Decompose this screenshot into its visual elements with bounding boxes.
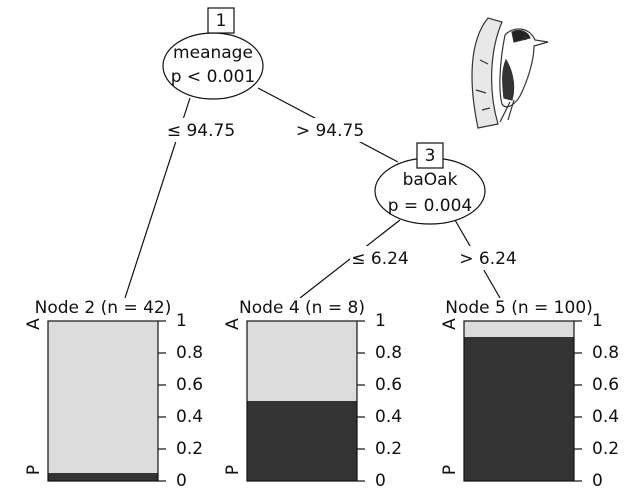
class-label: A: [223, 318, 243, 330]
tick-label: 0.8: [176, 343, 203, 363]
edge-label: ≤ 6.24: [351, 249, 409, 269]
panel-title: Node 2 (n = 42): [35, 298, 172, 318]
class-label: P: [24, 465, 44, 475]
panel-title: Node 5 (n = 100): [445, 298, 593, 318]
tick-label: 0.2: [375, 439, 402, 459]
tick-label: 0.6: [176, 375, 203, 395]
bar-segment-p: [464, 337, 574, 481]
bar-segment-a: [464, 321, 574, 337]
tick-label: 1: [375, 311, 386, 331]
edge-label: ≤ 94.75: [167, 121, 235, 141]
node-id: 3: [425, 146, 436, 166]
tick-label: 1: [176, 311, 187, 331]
tick-label: 0.4: [592, 407, 619, 427]
node-variable: baOak: [403, 170, 458, 190]
edge-label: > 94.75: [296, 121, 364, 141]
class-label: A: [24, 318, 44, 330]
class-label: P: [440, 465, 460, 475]
tick-label: 0.2: [176, 439, 203, 459]
tick-label: 0.8: [592, 343, 619, 363]
panel-title: Node 4 (n = 8): [239, 298, 365, 318]
woodpecker-illustration: [472, 18, 548, 128]
bar-segment-p: [247, 401, 357, 481]
node-id: 1: [216, 11, 227, 31]
tick-label: 0.4: [375, 407, 402, 427]
tick-label: 0: [592, 471, 603, 491]
tick-label: 0.6: [375, 375, 402, 395]
tick-label: 0: [375, 471, 386, 491]
tick-label: 0.8: [375, 343, 402, 363]
node-p: p = 0.004: [388, 196, 473, 216]
node-variable: meanage: [173, 43, 253, 63]
bar-segment-a: [48, 321, 158, 473]
tick-label: 0: [176, 471, 187, 491]
tree-diagram: 1 meanage p < 0.001 3 baOak p = 0.004 ≤ …: [0, 0, 639, 493]
bar-segment-p: [48, 473, 158, 481]
class-label: P: [223, 465, 243, 475]
bar-segment-a: [247, 321, 357, 401]
class-label: A: [440, 318, 460, 330]
tick-label: 1: [592, 311, 603, 331]
edge-label: > 6.24: [459, 249, 517, 269]
node-p: p < 0.001: [171, 67, 256, 87]
tick-label: 0.6: [592, 375, 619, 395]
tick-label: 0.2: [592, 439, 619, 459]
tick-label: 0.4: [176, 407, 203, 427]
